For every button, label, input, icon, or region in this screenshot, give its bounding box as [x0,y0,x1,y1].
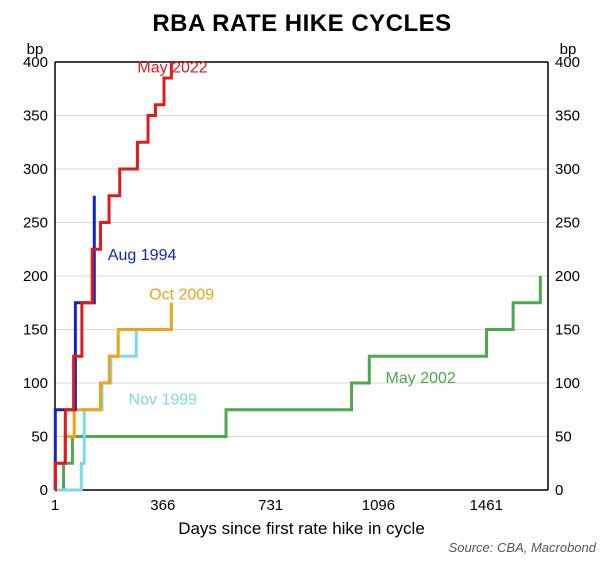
series-label: Oct 2009 [149,287,214,304]
chart: 0 0 50 50 100 100 150 150 200 200 250 250 300 300 350 3… [0,0,604,568]
y-tick-label-left: 150 [23,322,48,339]
x-tick-label: 366 [150,497,175,514]
y-tick-label-left: 50 [31,429,48,446]
x-tick-label: 1 [51,497,59,514]
series-label: May 2022 [137,60,207,77]
y-tick-label-right: 300 [555,161,580,178]
x-tick-label: 1461 [470,497,503,514]
y-tick-label-right: 150 [555,322,580,339]
series-aug-1994 [55,196,94,490]
series-label: Aug 1994 [108,247,177,264]
y-tick-label-left: 300 [23,161,48,178]
y-tick-label-right: 200 [555,268,580,285]
y-tick-label-left: 250 [23,215,48,232]
series-label: Nov 1999 [129,391,198,408]
source-note: Source: CBA, Macrobond [449,540,597,555]
x-axis-label: Days since first rate hike in cycle [178,519,425,538]
y-tick-label-left: 350 [23,108,48,125]
x-tick-label: 731 [258,497,283,514]
y-tick-label-right: 100 [555,375,580,392]
y-unit-label-right: bp [560,41,577,58]
y-tick-label-left: 100 [23,375,48,392]
x-tick-label: 1096 [362,497,395,514]
y-unit-label-left: bp [27,41,44,58]
y-tick-label-right: 0 [555,482,563,499]
y-tick-label-left: 200 [23,268,48,285]
y-tick-label-right: 250 [555,215,580,232]
y-tick-label-left: 0 [40,482,48,499]
y-tick-label-right: 50 [555,429,572,446]
series-label: May 2002 [386,370,456,387]
y-tick-label-right: 350 [555,108,580,125]
